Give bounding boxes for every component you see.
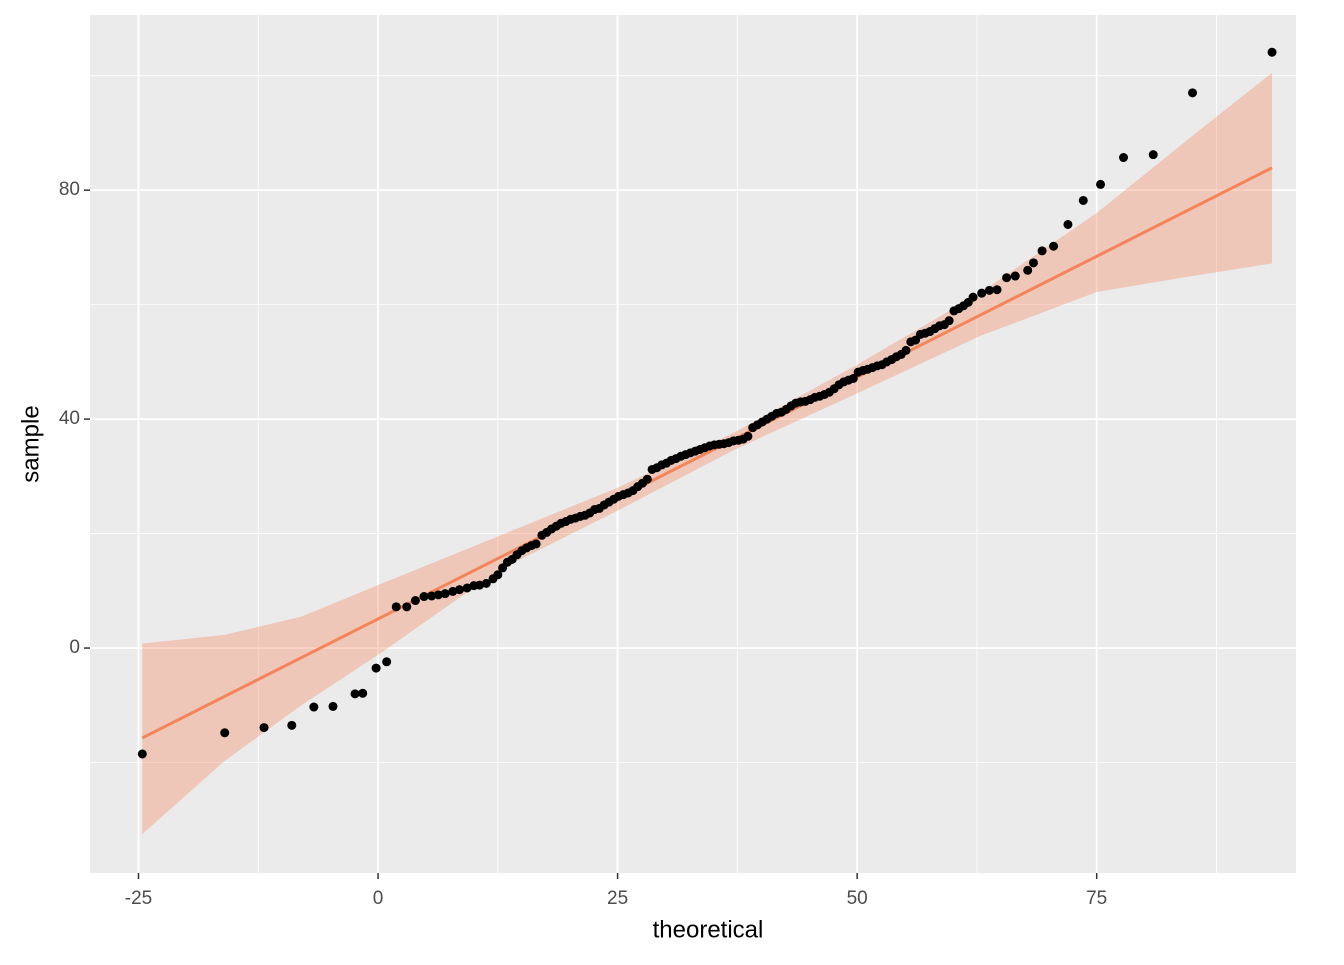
point [531, 539, 541, 549]
point [371, 663, 381, 673]
fit-line [141, 166, 1273, 740]
point [1063, 219, 1073, 229]
point [1010, 271, 1020, 281]
y-tick-label: 0 [69, 637, 80, 658]
x-tick-label: 25 [607, 888, 628, 909]
point [1028, 258, 1038, 268]
point [220, 728, 230, 738]
point [1096, 179, 1106, 189]
point [642, 474, 652, 484]
point [1148, 150, 1158, 160]
point [1188, 88, 1198, 98]
point [427, 591, 437, 601]
point [259, 723, 269, 733]
point [1078, 195, 1088, 205]
point [968, 292, 978, 302]
x-tick-label: 0 [373, 888, 384, 909]
point [137, 749, 147, 759]
point [984, 285, 994, 295]
point [410, 596, 420, 606]
point [1002, 273, 1012, 283]
y-tick-label: 40 [59, 408, 80, 429]
point [350, 689, 360, 699]
point [391, 602, 401, 612]
panel [90, 15, 1296, 873]
point [1119, 153, 1129, 163]
x-tick-label: 50 [847, 888, 868, 909]
point [1049, 241, 1059, 251]
point [402, 602, 412, 612]
point [1037, 246, 1047, 256]
point [493, 570, 503, 580]
point [992, 285, 1002, 295]
point [944, 316, 954, 326]
point [848, 373, 858, 383]
point [287, 720, 297, 730]
y-axis-title: sample [17, 405, 44, 482]
point [454, 585, 464, 595]
point [382, 657, 392, 667]
point [481, 578, 491, 588]
x-tick-label: -25 [125, 888, 152, 909]
point [433, 590, 443, 600]
point [1023, 265, 1033, 275]
point [977, 288, 987, 298]
y-tick-label: 80 [59, 179, 80, 200]
point [743, 431, 753, 441]
point [328, 701, 338, 711]
point [419, 592, 429, 602]
point [309, 702, 319, 712]
x-tick-label: 75 [1086, 888, 1107, 909]
point [901, 345, 911, 355]
point [358, 688, 368, 698]
point [1267, 47, 1277, 57]
point [440, 589, 450, 599]
x-axis-title: theoretical [653, 916, 764, 943]
